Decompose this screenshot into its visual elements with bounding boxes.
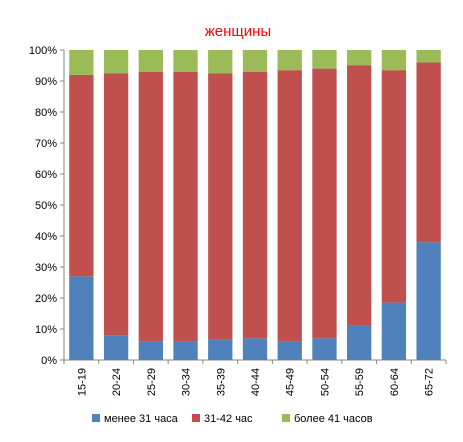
x-tick-label: 30-34	[181, 368, 193, 396]
bar-30-34-series-0	[173, 341, 198, 360]
legend-label-0: менее 31 часа	[104, 413, 179, 425]
y-tick-label: 50%	[35, 200, 57, 212]
bar-40-44-series-1	[242, 71, 268, 339]
legend-swatch-1	[192, 414, 200, 422]
bar-55-59-series-1	[347, 65, 372, 326]
bar-65-72-series-0	[416, 242, 441, 360]
x-tick-label: 15-19	[76, 368, 88, 396]
plot-area: 0% 10% 20% 30% 40% 50% 60% 70% 80% 90% 100% 15-19 20…	[29, 45, 447, 396]
y-tick-label: 10%	[35, 324, 57, 336]
y-tick-label: 70%	[35, 138, 57, 150]
legend: менее 31 часа 31-42 час более 41 часов	[92, 413, 373, 425]
y-tick-label: 100%	[29, 45, 57, 57]
x-tick-label: 35-39	[215, 368, 227, 396]
bar-35-39-series-1	[208, 73, 233, 340]
bar-60-64-series-2	[381, 50, 407, 71]
bar-35-39-series-2	[208, 50, 233, 74]
bar-55-59-series-2	[347, 50, 372, 66]
legend-label-2: более 41 часов	[294, 413, 373, 425]
bar-55-59-series-0	[347, 325, 372, 360]
bar-35-39-series-0	[208, 339, 233, 360]
bar-15-19-series-2	[69, 50, 94, 75]
x-tick-label: 65-72	[424, 368, 436, 396]
legend-label-1: 31-42 час	[204, 413, 253, 425]
bar-25-29-series-2	[138, 50, 163, 72]
x-tick-label: 60-64	[389, 368, 401, 396]
bar-45-49-series-1	[277, 70, 302, 342]
bar-15-19-series-0	[69, 276, 94, 360]
bar-25-29-series-0	[138, 341, 163, 360]
y-tick-label: 20%	[35, 293, 57, 305]
x-tick-label: 20-24	[111, 368, 123, 396]
y-tick-label: 60%	[35, 169, 57, 181]
x-tick-label: 55-59	[354, 368, 366, 396]
bar-45-49-series-0	[277, 341, 302, 360]
bar-60-64-series-1	[381, 70, 407, 303]
y-tick-label: 40%	[35, 231, 57, 243]
bar-50-54-series-2	[312, 50, 337, 69]
x-tick-label: 40-44	[250, 368, 262, 396]
legend-swatch-0	[92, 414, 100, 422]
x-tick-label: 25-29	[146, 368, 158, 396]
bar-20-24-series-1	[103, 73, 129, 336]
bar-60-64-series-0	[381, 302, 407, 360]
bar-30-34-series-2	[173, 50, 198, 72]
bar-30-34-series-1	[173, 71, 198, 342]
bar-20-24-series-2	[103, 50, 129, 74]
y-tick-label: 80%	[35, 107, 57, 119]
bar-45-49-series-2	[277, 50, 302, 71]
bar-65-72-series-1	[416, 62, 441, 243]
bar-50-54-series-1	[312, 68, 337, 339]
y-tick-label: 30%	[35, 262, 57, 274]
bar-50-54-series-0	[312, 338, 337, 360]
chart-title: женщины	[205, 23, 271, 40]
bar-20-24-series-0	[103, 335, 129, 360]
x-tick-label: 50-54	[319, 368, 331, 396]
y-tick-label: 0%	[41, 355, 57, 367]
y-tick-label: 90%	[35, 76, 57, 88]
bar-15-19-series-1	[69, 74, 94, 277]
bar-40-44-series-0	[242, 338, 268, 360]
bar-65-72-series-2	[416, 50, 441, 63]
legend-swatch-2	[282, 414, 290, 422]
x-tick-label: 45-49	[285, 368, 297, 396]
bar-40-44-series-2	[242, 50, 268, 72]
bar-25-29-series-1	[138, 71, 163, 342]
